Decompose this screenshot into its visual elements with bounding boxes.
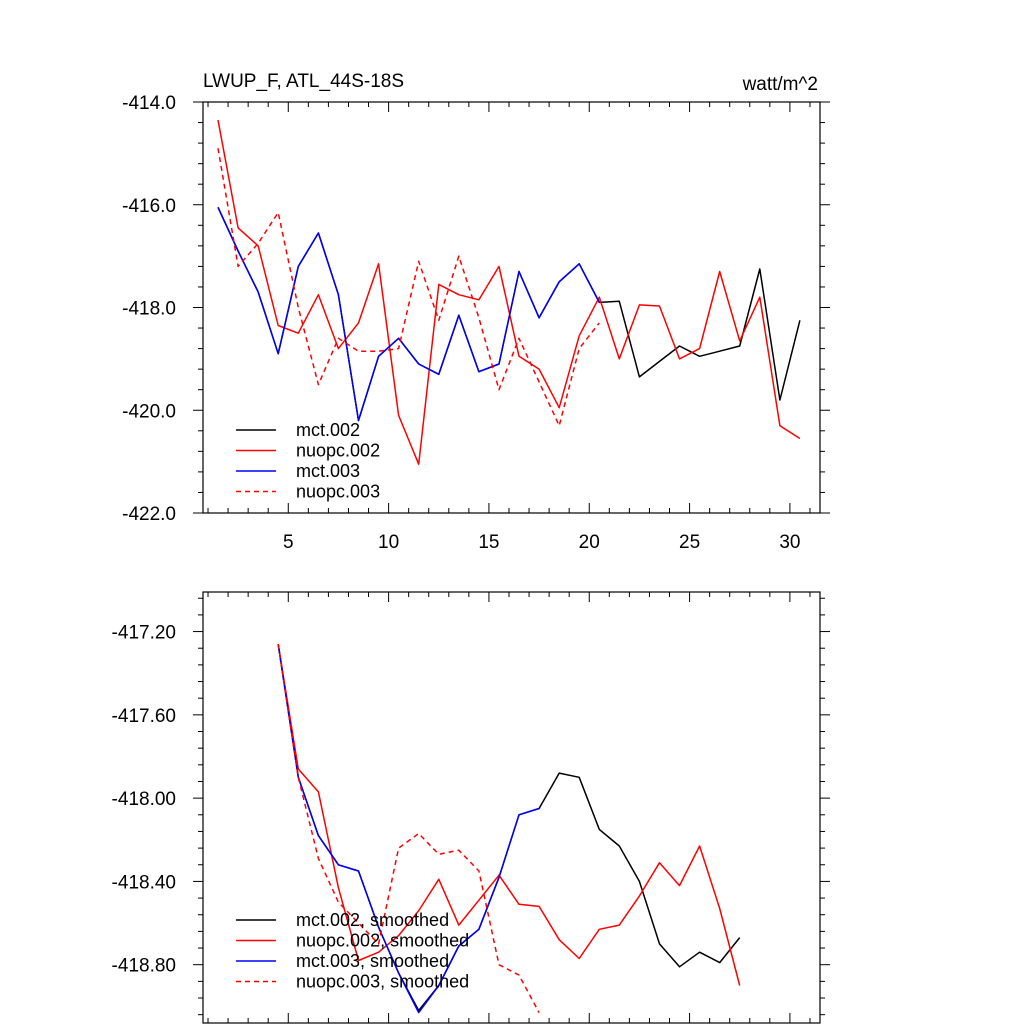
x-tick-label: 10 — [378, 532, 399, 553]
legend-label: nuopc.003 — [296, 482, 380, 502]
legend-label: mct.002, smoothed — [296, 910, 449, 930]
series-line-nuopc-002 — [217, 119, 801, 465]
chart-panel-1 — [193, 101, 830, 514]
x-tick-label: 30 — [779, 532, 800, 553]
x-tick-label: 20 — [579, 532, 600, 553]
legend-label: mct.003, smoothed — [296, 951, 449, 971]
y-tick-label: -414.0 — [122, 93, 176, 114]
series-group — [277, 643, 741, 1014]
series-line-mct-003 — [217, 206, 600, 422]
y-tick-label: -418.80 — [112, 956, 176, 977]
legend-label: mct.003 — [296, 461, 360, 481]
y-tick-label: -420.0 — [122, 401, 176, 422]
x-tick-label: 5 — [283, 532, 294, 553]
plot-frame — [202, 591, 821, 1024]
y-tick-label: -418.0 — [122, 299, 176, 320]
x-tick-label: 15 — [478, 532, 499, 553]
units-label: watt/m^2 — [742, 74, 818, 95]
y-tick-label: -416.0 — [122, 196, 176, 217]
series-line-nuopc-003-smoothed — [277, 643, 540, 1013]
chart-title: LWUP_F, ATL_44S-18S — [203, 71, 404, 92]
legend-label: nuopc.003, smoothed — [296, 972, 469, 992]
y-tick-label: -418.40 — [112, 872, 176, 893]
series-group — [217, 119, 801, 465]
y-tick-label: -418.00 — [112, 789, 176, 810]
legend-label: mct.002 — [296, 420, 360, 440]
x-tick-label: 25 — [679, 532, 700, 553]
series-line-nuopc-002-smoothed — [277, 643, 741, 986]
series-line-nuopc-003 — [217, 148, 600, 427]
y-tick-label: -422.0 — [122, 504, 176, 525]
series-line-mct-003-smoothed — [277, 643, 540, 1014]
legend-label: nuopc.002, smoothed — [296, 931, 469, 951]
legend-label: nuopc.002 — [296, 441, 380, 461]
y-tick-label: -417.60 — [112, 706, 176, 727]
chart-panel-2 — [193, 591, 830, 1024]
y-tick-label: -417.20 — [112, 623, 176, 644]
